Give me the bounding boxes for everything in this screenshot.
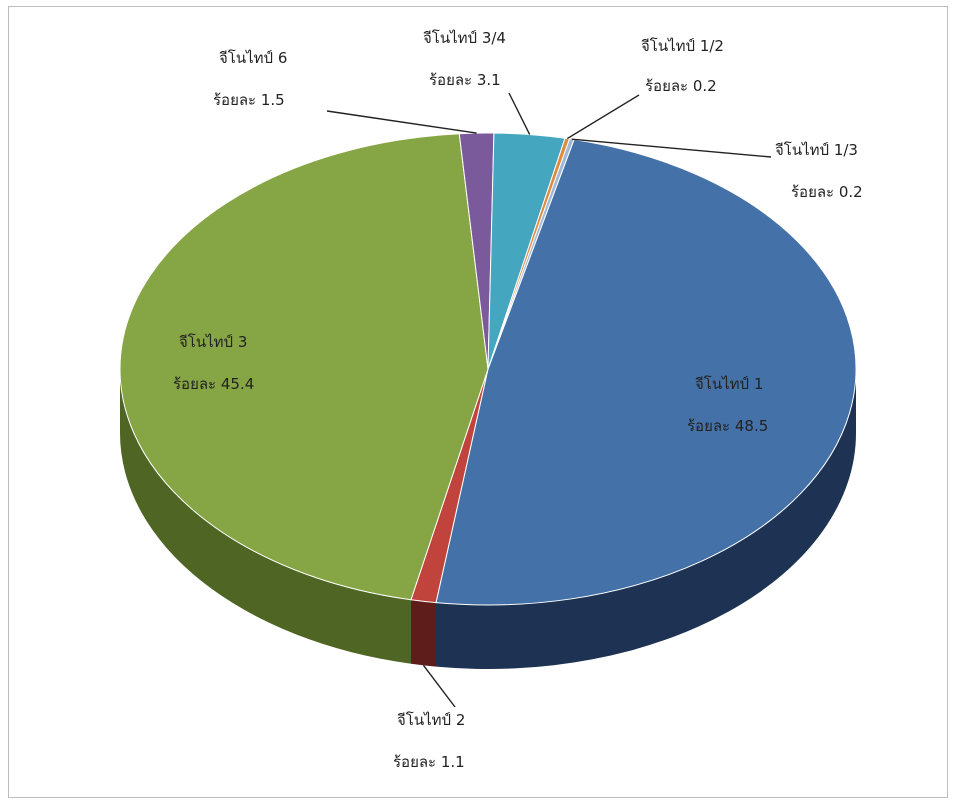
slice-value-genotype-6: ร้อยละ 1.5 <box>213 91 285 109</box>
leader-line-3 <box>326 110 477 134</box>
slice-value-genotype-2: ร้อยละ 1.1 <box>393 753 465 771</box>
slice-side-0 <box>436 369 856 669</box>
slice-side-2 <box>120 369 411 664</box>
chart-frame: จีโนไทป์ 1 ร้อยละ 48.5 จีโนไทป์ 2 ร้อยละ… <box>8 6 948 798</box>
pie-slice-2 <box>119 133 489 601</box>
slice-label-genotype-6: จีโนไทป์ 6 <box>219 49 288 67</box>
pie-chart: จีโนไทป์ 1 ร้อยละ 48.5 จีโนไทป์ 2 ร้อยละ… <box>119 29 863 771</box>
leader-line-4 <box>508 92 531 135</box>
slice-value-genotype-3-4: ร้อยละ 3.1 <box>429 71 501 89</box>
leader-line-5 <box>566 94 640 140</box>
leader-line-1 <box>422 664 456 708</box>
slice-label-genotype-1: จีโนไทป์ 1 <box>695 375 764 393</box>
slice-label-genotype-1-3: จีโนไทป์ 1/3 <box>775 141 858 159</box>
slice-side-1 <box>410 599 437 667</box>
slice-value-genotype-3: ร้อยละ 45.4 <box>173 375 254 393</box>
slice-value-genotype-1-2: ร้อยละ 0.2 <box>645 77 717 95</box>
leader-line-6 <box>571 138 772 158</box>
slice-label-genotype-3-4: จีโนไทป์ 3/4 <box>423 29 506 47</box>
slice-label-genotype-2: จีโนไทป์ 2 <box>397 711 466 729</box>
pie-slice-0 <box>435 138 857 606</box>
slice-value-genotype-1: ร้อยละ 48.5 <box>687 417 768 435</box>
pie-sides <box>120 369 856 669</box>
slice-label-genotype-1-2: จีโนไทป์ 1/2 <box>641 37 724 55</box>
slice-value-genotype-1-3: ร้อยละ 0.2 <box>791 183 863 201</box>
slice-label-genotype-3: จีโนไทป์ 3 <box>179 333 248 351</box>
leader-lines <box>326 92 772 708</box>
pie-slices <box>119 132 857 606</box>
